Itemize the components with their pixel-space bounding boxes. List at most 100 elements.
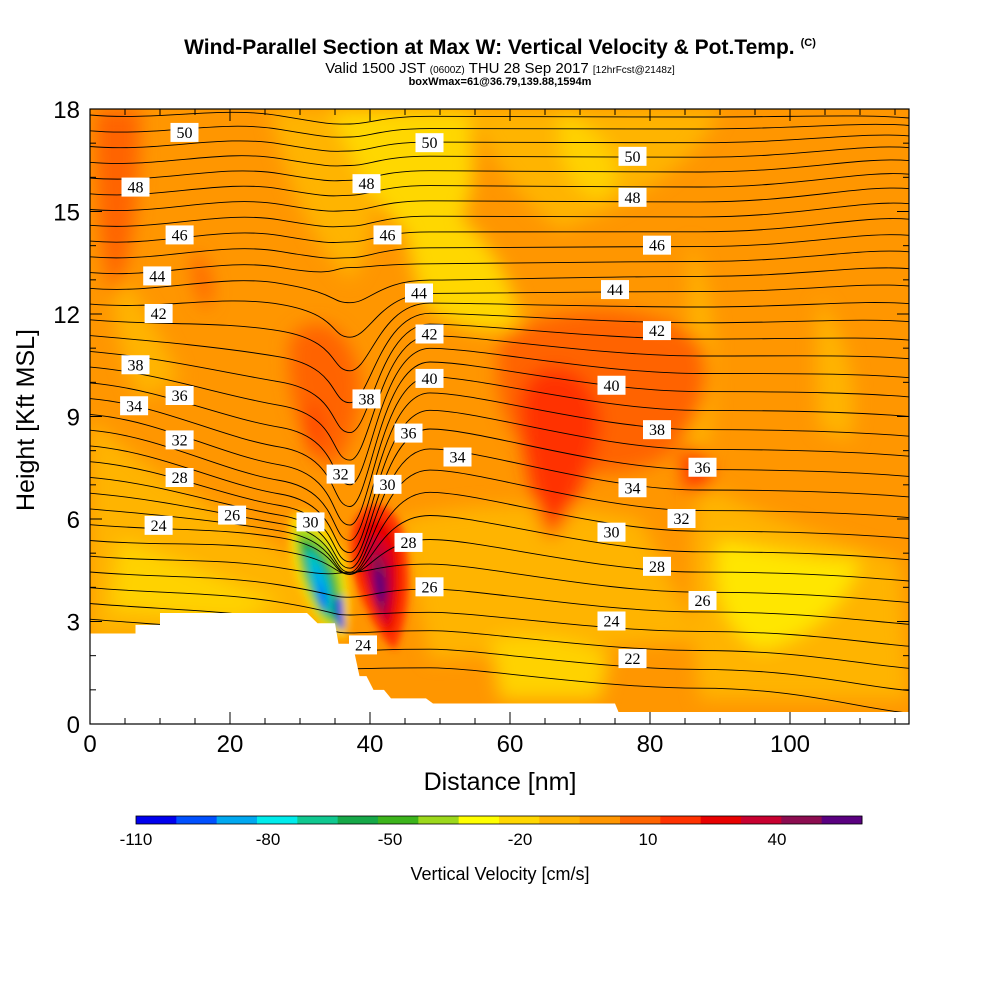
contour-label-box [597,375,626,395]
colorbar-segment [499,816,540,824]
contour-label-box [394,423,423,443]
colorbar-tick-label: -20 [508,830,533,849]
contour-label-box [597,611,626,631]
contour-label-box [618,146,647,166]
contour-label-box [165,386,194,405]
contour-label-box [618,649,647,669]
contour-label-box [349,635,377,655]
box-info-label: boxWmax=61@36.79,139.88,1594m [408,76,592,88]
contour-label-box [415,133,444,153]
contour-label: 32 [333,467,349,484]
contour-label: 38 [359,391,375,408]
colorbar-segment [378,816,419,824]
contour-label: 36 [401,426,417,443]
theta-contour-line [90,111,909,125]
contour-label-box [120,396,149,416]
valid-date-label: THU 28 Sep 2017 [468,60,589,77]
colorbar-tick-label: -110 [120,830,153,849]
contour-label-box [352,389,381,409]
contour-label: 30 [604,525,620,542]
colorbar-segment [337,816,379,824]
theta-contour-line [90,267,909,304]
colorbar-segment [458,816,500,824]
x-tick-label: 60 [497,731,524,758]
colorbar-segment [539,816,581,824]
contour-label: 28 [172,470,188,487]
contour-label-box [165,468,194,487]
forecast-label: [12hrFcst@2148z] [592,65,675,76]
theta-contour-line [90,187,909,212]
copyright-mark: (C) [800,37,816,49]
contour-label-box [688,457,717,477]
contour-label-box [618,478,647,498]
chart-title-text: Wind-Parallel Section at Max W: Vertical… [184,36,795,59]
contour-label-box [170,122,199,142]
contour-label: 38 [649,422,665,439]
contour-label-box [601,280,629,300]
contour-label: 50 [177,125,193,142]
contour-label: 34 [450,450,466,467]
theta-contour-line [90,123,909,138]
y-axis-title: Height [Kft MSL] [12,329,40,511]
theta-contour-line [90,202,909,228]
contour-label: 28 [649,559,665,576]
y-tick-label: 0 [67,712,80,739]
colorbar-tick-label: -50 [378,830,403,849]
contour-label: 48 [359,176,375,193]
colorbar-segment [660,816,702,824]
theta-contour-line [90,428,909,563]
x-tick-label: 40 [357,731,384,758]
contour-label: 48 [128,180,144,197]
contour-label: 36 [172,388,188,405]
contour-label-box [165,225,194,245]
y-tick-label: 9 [67,405,80,432]
theta-contour-line [90,218,909,244]
contour-label-box [415,324,444,344]
contour-label-box [688,591,717,610]
contour-label-box [643,235,671,255]
valid-utc-label: (0600Z) [429,65,465,76]
contour-label-box [352,174,381,194]
contour-label: 32 [172,432,188,449]
x-tick-label: 20 [217,731,244,758]
contour-label-box [143,266,172,286]
contour-label: 26 [422,579,438,596]
y-tick-label: 15 [53,200,80,227]
theta-contour-line [90,302,909,372]
colorbar-segment [781,816,823,824]
colorbar-segment [297,816,339,824]
theta-contour-line [90,376,909,526]
contour-label: 46 [380,227,396,244]
y-tick-label: 12 [53,302,80,329]
contour-label-box [643,420,671,440]
contour-labels: 50 50 50 48 48 48 46 46 46 44 44 44 42 42 42 38 38 40 40 34… [120,122,717,669]
contour-label: 40 [604,378,620,395]
x-tick-label: 0 [83,731,96,758]
contour-label-box [415,577,444,597]
contour-label: 34 [126,398,142,415]
colorbar-frame [135,815,863,825]
contour-label: 24 [355,637,371,654]
theta-contour-line [90,555,909,603]
contour-label-box [597,522,626,542]
y-tick-label: 18 [53,97,80,124]
contour-label-box [667,509,696,528]
theta-contour-line [90,312,909,404]
y-tick-label: 6 [67,507,80,534]
contour-label-box [643,321,671,341]
contour-label-box [326,464,355,484]
contour-label: 22 [625,651,641,668]
velocity-field [90,109,909,724]
colorbar-segment [418,816,460,824]
colorbar-segment [579,816,621,824]
theta-contour-line [90,587,909,647]
valid-time-label: Valid 1500 JST [325,60,426,77]
contour-label: 32 [674,511,690,528]
colorbar-segment [176,816,218,824]
theta-contour-line [90,448,909,569]
theta-contour-line [90,335,909,461]
contour-label-box [144,304,173,323]
contour-label: 26 [224,508,240,525]
theta-contour-line [90,361,909,507]
contour-label: 42 [649,323,665,340]
